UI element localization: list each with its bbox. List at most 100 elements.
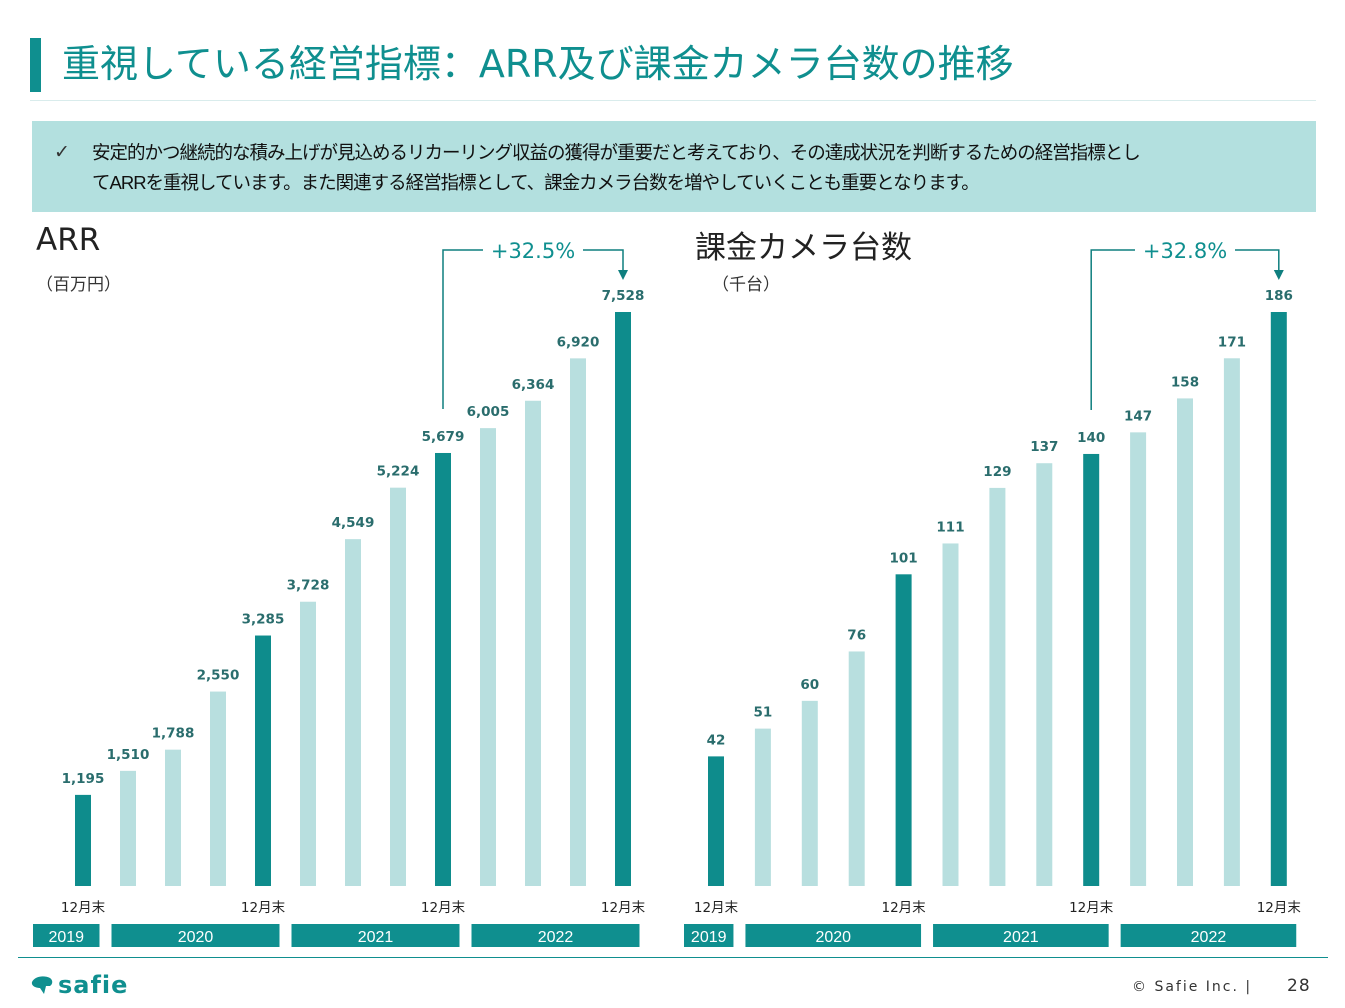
camera-bar-1 [754, 728, 771, 886]
copyright: © Safie Inc. | [1132, 979, 1253, 995]
arr-bar-12 [615, 312, 631, 886]
arr-data-label-0: 1,195 [62, 771, 105, 787]
camera-growth-arrow-icon [1273, 270, 1284, 280]
checkmark-icon: ✓ [54, 142, 70, 163]
note-line-2: てARRを重視しています。また関連する経営指標として、課金カメラ台数を増やしてい… [92, 172, 980, 193]
logo-text: safie [58, 971, 129, 999]
arr-data-label-7: 5,224 [377, 464, 420, 480]
camera-bar-5 [942, 543, 959, 886]
arr-tick-label-8: 12月末 [421, 900, 466, 916]
camera-bar-7 [1036, 463, 1053, 886]
camera-data-label-5: 111 [936, 519, 964, 535]
arr-growth-line-left [442, 249, 483, 409]
arr-data-label-9: 6,005 [467, 404, 510, 420]
camera-chart-title: 課金カメラ台数 [695, 230, 912, 266]
camera-data-label-7: 137 [1030, 439, 1058, 455]
camera-data-label-9: 147 [1124, 408, 1152, 424]
arr-tick-label-4: 12月末 [241, 900, 286, 916]
camera-bar-6 [989, 487, 1006, 886]
camera-bar-11 [1223, 358, 1240, 887]
arr-year-label-2022: 2022 [538, 929, 574, 946]
camera-data-label-11: 171 [1218, 334, 1246, 350]
arr-data-label-4: 3,285 [242, 612, 285, 628]
note-line-1: 安定的かつ継続的な積み上げが見込めるリカーリング収益の獲得が重要だと考えており、… [92, 142, 1141, 163]
footer-divider [18, 957, 1328, 958]
arr-bar-5 [300, 601, 316, 886]
camera-bar-0 [708, 756, 724, 886]
camera-year-label-2022: 2022 [1191, 929, 1227, 946]
arr-bar-11 [570, 358, 586, 886]
arr-tick-label-0: 12月末 [61, 900, 106, 916]
arr-bar-9 [480, 428, 496, 886]
arr-growth-label: +32.5% [491, 239, 575, 263]
camera-data-label-2: 60 [800, 677, 819, 693]
camera-data-label-12: 186 [1265, 288, 1293, 304]
arr-chart-title: ARR [36, 222, 101, 258]
arr-bar-4 [255, 635, 271, 886]
camera-bar-10 [1177, 398, 1193, 886]
camera-bar-4 [895, 574, 912, 886]
camera-year-band-2020 [745, 924, 922, 947]
arr-data-label-5: 3,728 [287, 578, 330, 594]
camera-year-band-2021 [933, 924, 1109, 947]
camera-tick-label-0: 12月末 [694, 900, 739, 916]
camera-bar-9 [1130, 432, 1147, 886]
arr-year-band-2019 [33, 924, 100, 947]
camera-growth-line-left [1090, 249, 1135, 410]
arr-data-label-8: 5,679 [422, 429, 465, 445]
arr-year-band-2021 [291, 924, 460, 947]
arr-chart-unit: （百万円） [36, 275, 121, 295]
camera-tick-label-12: 12月末 [1257, 900, 1302, 916]
arr-tick-label-12: 12月末 [601, 900, 646, 916]
camera-growth-label: +32.8% [1143, 239, 1227, 263]
arr-year-band-2022 [471, 924, 640, 947]
summary-note: ✓ 安定的かつ継続的な積み上げが見込めるリカーリング収益の獲得が重要だと考えてお… [32, 121, 1316, 212]
arr-bar-1 [120, 770, 136, 886]
camera-bar-2 [801, 700, 818, 886]
camera-data-label-6: 129 [983, 464, 1011, 480]
camera-chart-unit: （千台） [712, 275, 780, 295]
arr-bar-10 [525, 400, 541, 886]
arr-bar-6 [345, 539, 361, 886]
camera-data-label-8: 140 [1077, 430, 1105, 446]
camera-data-label-0: 42 [707, 732, 726, 748]
arr-bar-8 [435, 452, 451, 886]
arr-year-band-2020 [111, 924, 280, 947]
safie-logo: safie [30, 970, 128, 1000]
title-accent-bar [30, 38, 41, 92]
arr-growth-line-right [583, 249, 624, 270]
arr-data-label-11: 6,920 [557, 334, 600, 350]
camera-year-band-2022 [1120, 924, 1297, 947]
camera-year-label-2020: 2020 [815, 929, 851, 946]
camera-bar-3 [848, 651, 865, 886]
camera-tick-label-8: 12月末 [1069, 900, 1114, 916]
camera-data-label-4: 101 [890, 550, 918, 566]
camera-data-label-10: 158 [1171, 374, 1199, 390]
camera-year-label-2019: 2019 [691, 929, 727, 946]
camera-growth-line-right [1235, 249, 1280, 270]
camera-data-label-3: 76 [847, 627, 866, 643]
arr-year-label-2019: 2019 [48, 929, 84, 946]
title-divider [30, 100, 1316, 101]
arr-bar-2 [165, 749, 181, 886]
camera-data-label-1: 51 [754, 705, 773, 721]
arr-bar-3 [210, 691, 226, 886]
arr-data-label-3: 2,550 [197, 668, 240, 684]
arr-data-label-10: 6,364 [512, 377, 555, 393]
camera-year-label-2021: 2021 [1003, 929, 1039, 946]
arr-bar-0 [75, 794, 91, 886]
camera-bar-8 [1083, 453, 1100, 886]
arr-year-label-2020: 2020 [178, 929, 214, 946]
page-title: 重視している経営指標：ARR及び課金カメラ台数の推移 [62, 42, 1014, 86]
arr-data-label-2: 1,788 [152, 726, 195, 742]
page-number: 28 [1287, 976, 1311, 996]
camera-bar-12 [1270, 312, 1287, 886]
arr-growth-arrow-icon [618, 270, 628, 280]
arr-data-label-6: 4,549 [332, 515, 375, 531]
arr-data-label-1: 1,510 [107, 747, 150, 763]
arr-data-label-12: 7,528 [602, 288, 645, 304]
camera-tick-label-4: 12月末 [882, 900, 927, 916]
arr-year-label-2021: 2021 [358, 929, 394, 946]
